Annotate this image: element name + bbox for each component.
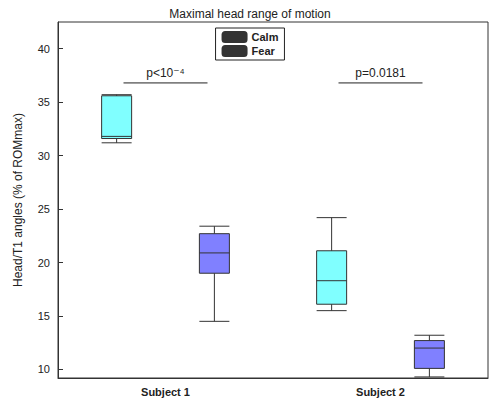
svg-text:Maximal head range of motion: Maximal head range of motion — [169, 7, 330, 21]
svg-text:25: 25 — [38, 203, 50, 215]
svg-text:Subject 2: Subject 2 — [356, 386, 405, 398]
svg-text:40: 40 — [38, 43, 50, 55]
svg-text:Subject 1: Subject 1 — [141, 386, 190, 398]
svg-text:20: 20 — [38, 257, 50, 269]
svg-text:p=0.0181: p=0.0181 — [355, 66, 406, 80]
svg-text:p<10⁻⁴: p<10⁻⁴ — [146, 66, 185, 80]
svg-text:15: 15 — [38, 310, 50, 322]
svg-text:Fear: Fear — [252, 45, 276, 57]
svg-text:Head/T1 angles (% of ROMmax): Head/T1 angles (% of ROMmax) — [11, 113, 25, 287]
svg-text:10: 10 — [38, 363, 50, 375]
svg-text:35: 35 — [38, 96, 50, 108]
svg-text:30: 30 — [38, 150, 50, 162]
svg-text:Calm: Calm — [252, 31, 279, 43]
